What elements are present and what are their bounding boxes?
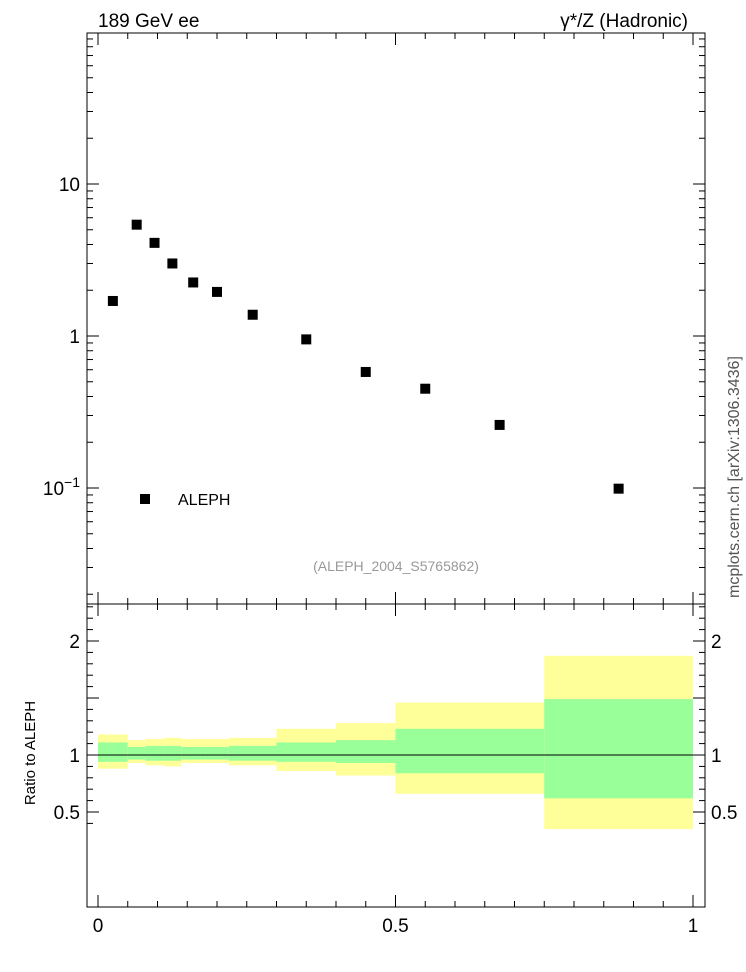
ratio-x-tick-label: 0.5 [382,916,408,937]
main-y-tick-label: 10 [59,175,80,196]
ratio-band-green [163,745,182,761]
legend-label: ALEPH [178,492,230,509]
header-left-text: 189 GeV ee [98,11,199,32]
data-point [188,277,199,288]
data-point [301,334,312,345]
analysis-tag: (ALEPH_2004_S5765862) [313,558,479,574]
data-point [212,286,222,297]
data-point [360,366,371,377]
ratio-x-tick-label: 1 [688,916,699,937]
main-y-tick-label: 10−1 [43,474,80,500]
ratio-band-green [145,745,164,761]
data-point [131,219,142,230]
ratio-y-tick-label-left: 1 [69,746,80,767]
data-point [107,295,118,306]
ratio-band-green [127,747,146,760]
main-plot-frame [86,32,706,605]
main-plot: 10 1 10−1 ALEPH (ALEPH_2004_S5765862) [43,32,706,605]
main-ticks [87,33,705,604]
ratio-y-axis-label: Ratio to ALEPH [22,701,39,805]
ratio-band-green [181,747,206,760]
ratio-band-green [98,742,128,762]
ratio-band-green [228,745,277,761]
ratio-band-green [395,728,455,774]
legend-marker [140,494,150,504]
ratio-x-tick-labels: 0 0.5 1 [93,916,699,937]
data-point [247,309,258,320]
data-point [494,419,505,430]
main-y-tick-labels: 10 1 10−1 [43,175,80,500]
ratio-plot: 2 21 10.5 0.5 0 0.5 1 Ratio to ALEPH [22,603,738,937]
ratio-band-green [205,747,229,760]
ratio-y-tick-label-left: 2 [69,632,80,653]
ratio-band-green [336,740,396,763]
ratio-bands [98,655,693,830]
ratio-y-tick-label-right: 2 [711,632,722,653]
data-point [420,383,431,394]
legend: ALEPH [140,492,230,509]
ratio-band-green [455,728,545,774]
main-data-points [107,219,624,494]
ratio-y-tick-labels: 2 2 1 1 0.5 0.5 [54,632,738,824]
data-point [149,237,160,248]
ratio-y-tick-label-left: 0.5 [54,803,80,824]
main-y-tick-label: 1 [69,327,80,348]
side-label: mcplots.cern.ch [arXiv:1306.3436] [726,356,743,598]
header-right-text: γ*/Z (Hadronic) [560,11,688,32]
ratio-y-tick-label-right: 0.5 [711,803,737,824]
ratio-band-green [276,742,336,762]
data-point [613,483,624,494]
ratio-x-tick-label: 0 [93,916,104,937]
ratio-ticks [87,604,705,907]
main-y-tick-exponent: −1 [64,474,80,490]
ratio-y-tick-label-right: 1 [711,746,722,767]
data-point [167,258,178,269]
ratio-band-green [544,699,693,799]
